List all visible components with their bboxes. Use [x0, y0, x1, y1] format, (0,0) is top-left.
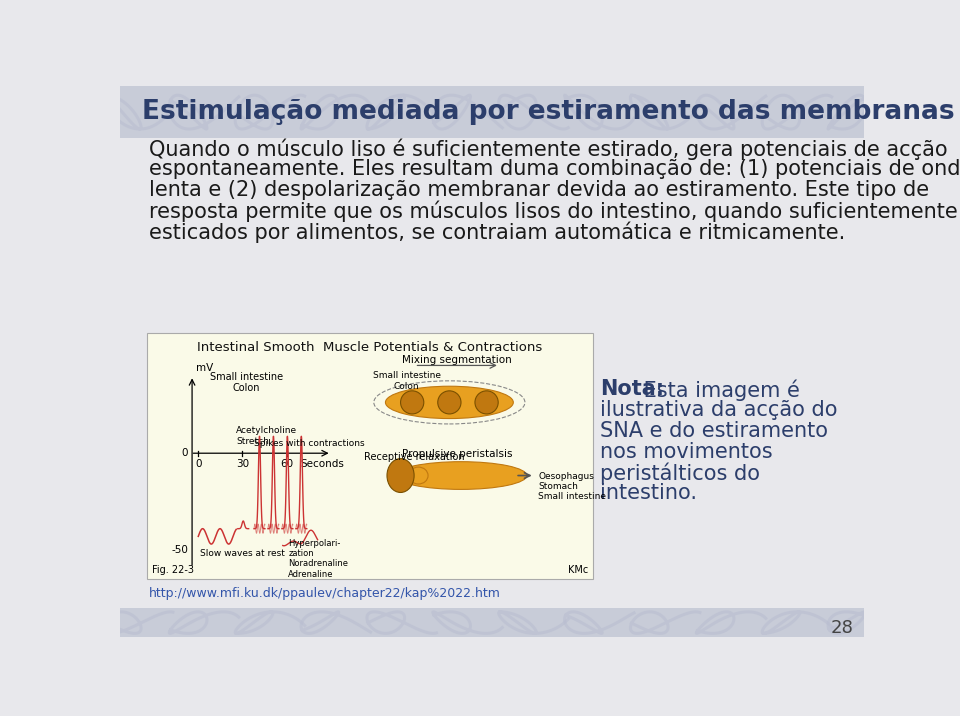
- Text: Hyperpolari-
zation
Noradrenaline
Adrenaline: Hyperpolari- zation Noradrenaline Adrena…: [288, 538, 348, 579]
- Text: Small intestine
Colon: Small intestine Colon: [372, 372, 441, 391]
- Text: 60: 60: [280, 460, 293, 470]
- Text: Estimulação mediada por estiramento das membranas: Estimulação mediada por estiramento das …: [142, 99, 954, 125]
- Ellipse shape: [438, 391, 461, 414]
- Text: Spikes with contractions: Spikes with contractions: [254, 440, 365, 448]
- Text: mV: mV: [196, 363, 213, 373]
- Text: Propulsive peristalsis: Propulsive peristalsis: [402, 449, 513, 458]
- Text: Nota:: Nota:: [601, 379, 664, 400]
- Text: 0: 0: [181, 448, 188, 458]
- FancyBboxPatch shape: [147, 333, 592, 579]
- Text: Seconds: Seconds: [300, 460, 345, 470]
- Ellipse shape: [387, 459, 414, 493]
- Text: peristálticos do: peristálticos do: [601, 463, 760, 484]
- Text: KMc: KMc: [568, 565, 588, 575]
- Text: Oesophagus
Stomach
Small intestine: Oesophagus Stomach Small intestine: [539, 472, 607, 501]
- Text: Receptive relaxation: Receptive relaxation: [364, 453, 465, 463]
- Text: Esta imagem é: Esta imagem é: [636, 379, 800, 401]
- Ellipse shape: [400, 391, 423, 414]
- Text: -50: -50: [171, 545, 188, 555]
- Text: ilustrativa da acção do: ilustrativa da acção do: [601, 400, 838, 420]
- FancyBboxPatch shape: [120, 608, 864, 637]
- Text: 28: 28: [830, 619, 853, 637]
- Text: Intestinal Smooth  Muscle Potentials & Contractions: Intestinal Smooth Muscle Potentials & Co…: [198, 341, 542, 354]
- Text: Acetylcholine
Stretch: Acetylcholine Stretch: [236, 426, 298, 445]
- Text: Slow waves at rest: Slow waves at rest: [200, 548, 285, 558]
- Text: Mixing segmentation: Mixing segmentation: [402, 354, 512, 364]
- Text: nos movimentos: nos movimentos: [601, 442, 773, 462]
- Ellipse shape: [409, 467, 428, 484]
- Text: 0: 0: [195, 460, 202, 470]
- Text: SNA e do estiramento: SNA e do estiramento: [601, 421, 828, 441]
- Text: resposta permite que os músculos lisos do intestino, quando suficientemente: resposta permite que os músculos lisos d…: [150, 200, 958, 222]
- Text: Quando o músculo liso é suficientemente estirado, gera potenciais de acção: Quando o músculo liso é suficientemente …: [150, 138, 948, 160]
- Ellipse shape: [385, 386, 514, 419]
- Text: intestino.: intestino.: [601, 483, 698, 503]
- FancyBboxPatch shape: [120, 86, 864, 138]
- Ellipse shape: [475, 391, 498, 414]
- Ellipse shape: [396, 462, 527, 490]
- Text: 30: 30: [236, 460, 249, 470]
- Text: http://www.mfi.ku.dk/ppaulev/chapter22/kap%2022.htm: http://www.mfi.ku.dk/ppaulev/chapter22/k…: [149, 587, 500, 600]
- Text: lenta e (2) despolarização membranar devida ao estiramento. Este tipo de: lenta e (2) despolarização membranar dev…: [150, 180, 929, 200]
- Text: esticados por alimentos, se contraiam automática e ritmicamente.: esticados por alimentos, se contraiam au…: [150, 221, 846, 243]
- Text: espontaneamente. Eles resultam duma combinação de: (1) potenciais de onda: espontaneamente. Eles resultam duma comb…: [150, 159, 960, 179]
- Text: Small intestine
Colon: Small intestine Colon: [210, 372, 283, 393]
- Text: Fig. 22-3: Fig. 22-3: [152, 565, 194, 575]
